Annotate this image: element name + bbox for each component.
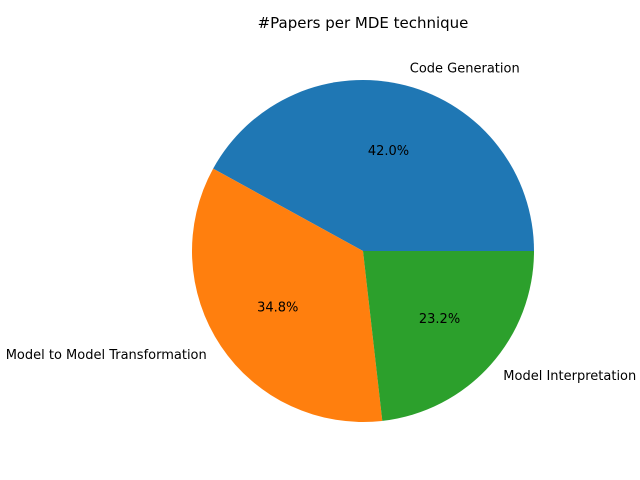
pie-slice-model-to-model-transformation (192, 168, 383, 422)
pie-percent-label: 23.2% (419, 312, 460, 327)
pie-percent-label: 42.0% (368, 144, 409, 159)
pie-percent-label: 34.8% (257, 301, 298, 316)
pie-slice-model-interpretation (363, 251, 534, 421)
chart-title: #Papers per MDE technique (258, 14, 469, 32)
pie-slices (192, 79, 535, 422)
pie-category-label: Code Generation (410, 61, 520, 76)
pie-labels: 42.0% Code Generation 34.8% Model to Model … (6, 61, 637, 383)
pie-category-label: Model Interpretation (503, 369, 636, 384)
pie-category-label: Model to Model Transformation (6, 348, 207, 363)
pie-slice-code-generation (213, 79, 535, 251)
